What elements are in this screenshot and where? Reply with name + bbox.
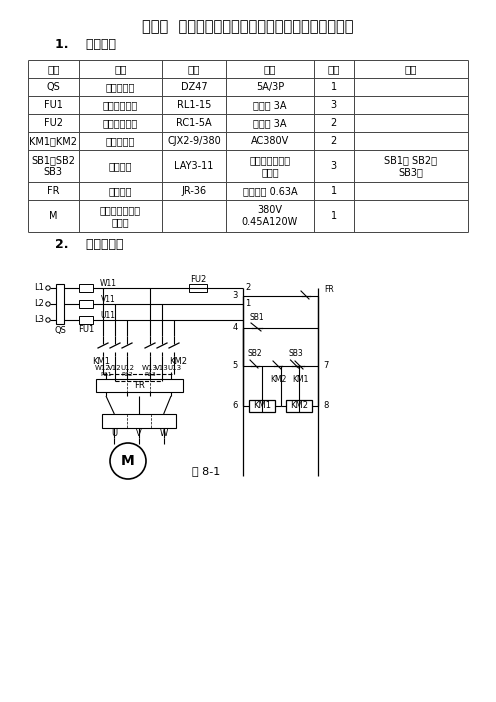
Text: M: M xyxy=(121,454,135,468)
Text: 图 8-1: 图 8-1 xyxy=(192,466,220,476)
Text: RL3: RL3 xyxy=(144,373,156,378)
Text: M: M xyxy=(49,211,58,221)
Text: 一常开一常闭自
动复位: 一常开一常闭自 动复位 xyxy=(249,155,291,177)
Text: 1: 1 xyxy=(331,186,337,196)
Text: RL1-15: RL1-15 xyxy=(177,100,211,110)
Text: SB1: SB1 xyxy=(249,312,264,322)
FancyBboxPatch shape xyxy=(79,316,93,324)
Text: CJX2-9/380: CJX2-9/380 xyxy=(167,136,221,146)
Text: RL2: RL2 xyxy=(121,373,133,378)
Text: 数量: 数量 xyxy=(327,64,340,74)
Text: QS: QS xyxy=(54,326,66,336)
Text: 热继电器: 热继电器 xyxy=(109,186,132,196)
Text: SB1、SB2
SB3: SB1、SB2 SB3 xyxy=(31,155,75,177)
Text: FU2: FU2 xyxy=(44,118,63,128)
Text: V13: V13 xyxy=(155,365,169,371)
Text: 规格: 规格 xyxy=(264,64,276,74)
Text: W13: W13 xyxy=(142,365,158,371)
FancyBboxPatch shape xyxy=(102,414,176,428)
Text: 配熔体 3A: 配熔体 3A xyxy=(253,100,287,110)
Text: FU1: FU1 xyxy=(78,326,94,334)
FancyBboxPatch shape xyxy=(79,300,93,308)
Text: L3: L3 xyxy=(34,315,44,324)
Text: V11: V11 xyxy=(101,295,116,303)
Text: W: W xyxy=(160,428,168,437)
Text: 2.    实验电路图: 2. 实验电路图 xyxy=(55,237,124,251)
Text: JR-36: JR-36 xyxy=(182,186,207,196)
Text: 1: 1 xyxy=(246,300,250,308)
FancyBboxPatch shape xyxy=(286,400,312,412)
Text: KM1: KM1 xyxy=(92,357,110,366)
Text: FU1: FU1 xyxy=(44,100,62,110)
Text: QS: QS xyxy=(47,82,60,92)
Text: W11: W11 xyxy=(100,279,117,288)
Text: 整定电流 0.63A: 整定电流 0.63A xyxy=(243,186,297,196)
Text: U: U xyxy=(111,428,118,437)
Text: KM2: KM2 xyxy=(270,374,286,383)
Text: 三相鼠笼式异步
电动机: 三相鼠笼式异步 电动机 xyxy=(100,205,141,227)
FancyBboxPatch shape xyxy=(249,400,275,412)
Text: 实验八  接触器联锁的三相异步电动机正反转控制线路: 实验八 接触器联锁的三相异步电动机正反转控制线路 xyxy=(142,20,354,34)
Text: 3: 3 xyxy=(331,100,337,110)
Text: LAY3-11: LAY3-11 xyxy=(175,161,214,171)
Text: FR: FR xyxy=(324,286,334,295)
Text: 2: 2 xyxy=(331,118,337,128)
Text: FR: FR xyxy=(134,381,145,390)
FancyBboxPatch shape xyxy=(56,284,64,324)
Text: 配熔体 3A: 配熔体 3A xyxy=(253,118,287,128)
Circle shape xyxy=(110,443,146,479)
Text: 3: 3 xyxy=(331,161,337,171)
Text: KM2: KM2 xyxy=(290,402,308,411)
Text: U12: U12 xyxy=(120,365,134,371)
Text: 实验按钮: 实验按钮 xyxy=(109,161,132,171)
Text: L2: L2 xyxy=(34,300,44,308)
Text: FR: FR xyxy=(47,186,60,196)
Text: 1: 1 xyxy=(331,211,337,221)
Text: 1: 1 xyxy=(331,82,337,92)
Text: KM2: KM2 xyxy=(169,357,187,366)
Text: SB1红 SB2绿
SB3绿: SB1红 SB2绿 SB3绿 xyxy=(384,155,437,177)
Text: 1.    实验元件: 1. 实验元件 xyxy=(55,37,116,51)
Text: 交流接触器: 交流接触器 xyxy=(106,136,135,146)
Text: 7: 7 xyxy=(323,362,328,371)
Text: 代号: 代号 xyxy=(47,64,60,74)
Text: KM1: KM1 xyxy=(253,402,271,411)
Text: 4: 4 xyxy=(233,324,238,333)
Text: W12: W12 xyxy=(95,365,111,371)
Text: 低压断路器: 低压断路器 xyxy=(106,82,135,92)
FancyBboxPatch shape xyxy=(96,379,183,392)
Text: 瓷插式熔断器: 瓷插式熔断器 xyxy=(103,118,138,128)
FancyBboxPatch shape xyxy=(189,284,207,292)
Text: SB2: SB2 xyxy=(248,350,262,359)
Text: U11: U11 xyxy=(101,310,116,319)
Text: 380V
0.45A120W: 380V 0.45A120W xyxy=(242,205,298,227)
Text: SB3: SB3 xyxy=(288,350,303,359)
Text: 5: 5 xyxy=(233,362,238,371)
Text: 备注: 备注 xyxy=(405,64,417,74)
Text: U13: U13 xyxy=(167,365,181,371)
Text: 螺旋式熔断器: 螺旋式熔断器 xyxy=(103,100,138,110)
Text: V12: V12 xyxy=(108,365,122,371)
Text: 名称: 名称 xyxy=(114,64,126,74)
Text: V: V xyxy=(136,428,142,437)
Text: 5A/3P: 5A/3P xyxy=(256,82,284,92)
Text: 6: 6 xyxy=(233,402,238,411)
Text: KM1: KM1 xyxy=(292,374,308,383)
Text: AC380V: AC380V xyxy=(251,136,289,146)
FancyBboxPatch shape xyxy=(79,284,93,292)
Text: 2: 2 xyxy=(246,284,250,293)
Text: FU2: FU2 xyxy=(190,275,206,284)
Text: 8: 8 xyxy=(323,402,328,411)
Text: L1: L1 xyxy=(34,284,44,293)
Text: RL1: RL1 xyxy=(100,373,112,378)
Text: 3: 3 xyxy=(233,291,238,300)
Text: KM1、KM2: KM1、KM2 xyxy=(29,136,77,146)
Text: DZ47: DZ47 xyxy=(181,82,207,92)
Text: RC1-5A: RC1-5A xyxy=(176,118,212,128)
Text: 2: 2 xyxy=(331,136,337,146)
Text: 型号: 型号 xyxy=(188,64,200,74)
